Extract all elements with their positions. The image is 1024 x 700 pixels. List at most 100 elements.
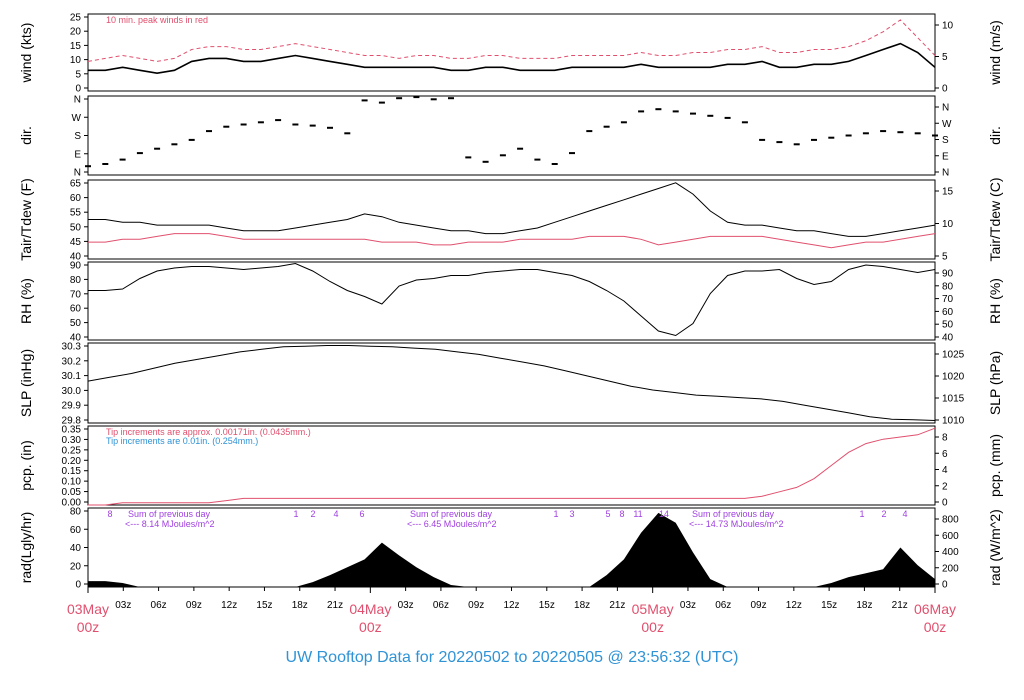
dir-point: [430, 98, 437, 101]
time-tick-label: 15z: [821, 600, 837, 611]
dir-point: [690, 112, 696, 115]
right-tick-label: 10: [942, 21, 954, 32]
dir-point: [119, 158, 126, 161]
left-tick-label: 40: [70, 333, 82, 344]
dir-point: [327, 126, 333, 129]
plot-frame-slp: [87, 342, 936, 424]
y-axis-label-right-rh: RH (%): [987, 278, 1003, 324]
left-tick-label: 30.2: [62, 356, 82, 367]
left-tick-label: 50: [70, 318, 82, 329]
right-tick-label: 0: [942, 498, 948, 509]
dir-point: [534, 158, 541, 161]
plot-frame-rad: [87, 507, 936, 588]
right-tick-label: 0: [942, 580, 948, 591]
left-tick-label: 60: [70, 193, 82, 204]
right-tick-label: 50: [942, 320, 954, 331]
rad-hour-label: 5: [605, 509, 610, 519]
plot-frame-rh: [87, 261, 936, 341]
y-axis-label-right-dir: dir.: [987, 126, 1003, 145]
dir-point: [880, 130, 887, 133]
rad-hour-label: 2: [881, 509, 886, 519]
y-axis-label-right-temp: Tair/Tdew (C): [987, 177, 1003, 261]
left-tick-label: 70: [70, 289, 82, 300]
right-tick-label: 40: [942, 333, 954, 344]
dir-point: [707, 114, 714, 117]
y-axis-label-dir: dir.: [18, 126, 34, 145]
dir-point: [862, 132, 869, 135]
right-tick-label: 10: [942, 219, 954, 230]
left-tick-label: 80: [70, 275, 82, 286]
dir-point: [724, 116, 731, 119]
dir-point: [672, 110, 679, 113]
dir-point: [154, 147, 161, 150]
plot-frame-dir: [87, 95, 936, 176]
time-tick-label: 21z: [892, 600, 908, 611]
time-tick-label: 18z: [574, 600, 590, 611]
left-tick-label: W: [72, 113, 82, 124]
dir-point: [275, 119, 282, 122]
right-tick-label: 0: [942, 84, 948, 95]
dir-point: [171, 143, 178, 146]
left-tick-label: 45: [70, 237, 82, 248]
left-tick-label: 0.20: [62, 456, 82, 467]
dir-point: [586, 130, 593, 133]
y-axis-label-temp: Tair/Tdew (F): [18, 178, 34, 260]
rad-hour-label: 1: [553, 509, 558, 519]
daily-sum-title: Sum of previous day: [128, 509, 211, 519]
daily-sum-title: Sum of previous day: [410, 509, 493, 519]
time-tick-label: 15z: [539, 600, 555, 611]
right-tick-label: 80: [942, 281, 954, 292]
rad-hour-label: 8: [619, 509, 624, 519]
time-tick-label: 06z: [715, 600, 731, 611]
dir-point: [845, 134, 852, 137]
right-tick-label: 1020: [942, 372, 965, 383]
right-tick-label: 1010: [942, 416, 965, 427]
left-tick-label: 90: [70, 261, 82, 272]
time-tick-label: 09z: [750, 600, 766, 611]
left-tick-label: 0: [75, 84, 81, 95]
time-tick-label: 15z: [256, 600, 272, 611]
day-label: 03May: [67, 601, 109, 617]
left-tick-label: 0.00: [62, 498, 82, 509]
dir-point: [499, 154, 506, 157]
left-tick-label: E: [74, 149, 81, 160]
daily-sum-value: <--- 8.14 MJoules/m^2: [125, 519, 215, 529]
time-tick-label: 21z: [327, 600, 343, 611]
y-axis-label-slp: SLP (inHg): [18, 349, 34, 417]
left-tick-label: 80: [70, 507, 82, 518]
time-tick-label: 12z: [786, 600, 802, 611]
dir-point: [932, 134, 938, 137]
day-hour-label: 00z: [77, 619, 100, 635]
left-tick-label: 0.25: [62, 445, 82, 456]
y-axis-label-pcp: pcp. (in): [18, 440, 34, 491]
left-tick-label: 40: [70, 543, 82, 554]
right-tick-label: 5: [942, 252, 948, 263]
dir-point: [914, 132, 921, 135]
right-tick-label: 2: [942, 481, 948, 492]
page-title: UW Rooftop Data for 20220502 to 20220505…: [285, 649, 739, 666]
series-line-slp-0: [87, 345, 936, 421]
time-tick-label: 12z: [221, 600, 237, 611]
right-tick-label: 4: [942, 465, 948, 476]
y-axis-label-rad: rad(Lgly/hr): [18, 512, 34, 584]
left-tick-label: 29.9: [62, 401, 82, 412]
series-line-temp-0: [88, 182, 936, 237]
daily-sum-title: Sum of previous day: [692, 509, 775, 519]
right-tick-label: 1025: [942, 350, 965, 361]
day-label: 04May: [349, 601, 391, 617]
annotation-wind: 10 min. peak winds in red: [106, 15, 208, 25]
right-tick-label: 15: [942, 187, 954, 198]
right-tick-label: S: [942, 135, 949, 146]
time-tick-label: 03z: [115, 600, 131, 611]
rad-hour-label: 11: [633, 509, 642, 519]
time-tick-label: 03z: [680, 600, 696, 611]
left-tick-label: 0.15: [62, 466, 82, 477]
rad-hour-label: 8: [107, 509, 112, 519]
day-hour-label: 00z: [641, 619, 664, 635]
left-tick-label: 55: [70, 208, 82, 219]
series-line-wind-1: [87, 19, 936, 62]
daily-sum-value: <--- 6.45 MJoules/m^2: [407, 519, 497, 529]
dir-point: [413, 96, 420, 99]
left-tick-label: 50: [70, 222, 82, 233]
